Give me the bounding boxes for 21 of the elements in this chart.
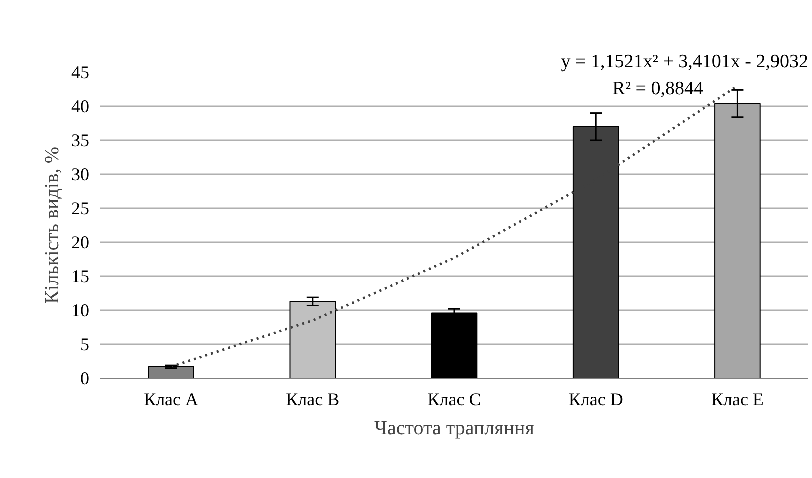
y-tick-label: 30 xyxy=(72,164,90,184)
x-tick-label: Клас B xyxy=(286,390,340,410)
y-tick-label: 40 xyxy=(72,96,90,116)
bar xyxy=(431,312,478,378)
x-tick-label: Клас A xyxy=(144,390,199,410)
y-tick-label: 35 xyxy=(72,130,90,150)
y-tick-label: 10 xyxy=(72,300,90,320)
y-tick-label: 15 xyxy=(72,266,90,286)
annotation: R² = 0,8844 xyxy=(612,78,704,100)
y-tick-label: 20 xyxy=(72,232,90,252)
bar xyxy=(290,301,336,378)
x-axis-title: Частота трапляння xyxy=(374,418,534,440)
y-tick-label: 5 xyxy=(80,334,90,354)
x-tick-label: Клас D xyxy=(568,390,624,410)
x-tick-label: Клас C xyxy=(428,390,482,410)
annotation: y = 1,1521x² + 3,4101x - 2,9032 xyxy=(561,52,809,72)
x-tick-label: Клас E xyxy=(711,390,764,410)
y-tick-label: 45 xyxy=(72,62,90,82)
y-tick-label: 25 xyxy=(72,198,90,218)
y-axis-title: Кількість видів, % xyxy=(42,146,64,304)
y-tick-label: 0 xyxy=(80,368,90,388)
